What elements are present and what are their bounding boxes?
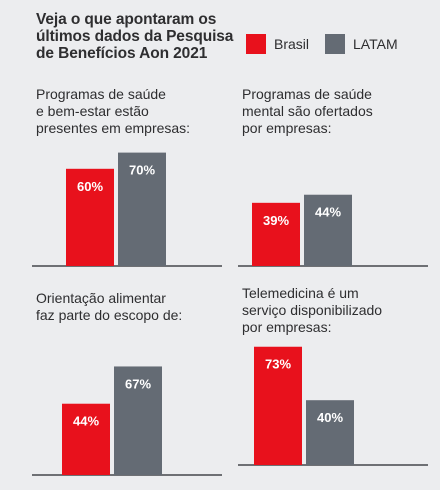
bar-chart: 44% 67% (32, 366, 222, 476)
bar-brasil (66, 168, 114, 266)
data-label-latam: 70% (129, 163, 155, 178)
chart-panel-orientacao-alimentar: Orientação alimentar faz parte do escopo… (32, 290, 222, 490)
data-label-brasil: 39% (263, 213, 289, 228)
legend-item-brasil: Brasil (246, 34, 309, 54)
chart-title: Orientação alimentar faz parte do escopo… (36, 290, 183, 323)
data-label-latam: 44% (315, 205, 341, 220)
chart-title: Programas de saúde mental são ofertados … (242, 86, 373, 136)
bar-latam (306, 400, 354, 465)
chart-panel-telemedicina: Telemedicina é um serviço disponibilizad… (238, 285, 428, 485)
bar-chart: 60% 70% (32, 152, 222, 267)
bar-chart: 73% 40% (238, 346, 428, 466)
legend-swatch-latam (325, 34, 346, 54)
bar-latam (118, 152, 166, 266)
data-label-brasil: 73% (265, 357, 291, 372)
data-label-latam: 40% (317, 410, 343, 425)
legend-swatch-brasil (246, 34, 266, 54)
bar-brasil (254, 346, 302, 465)
data-label-brasil: 60% (77, 179, 103, 194)
chart-title: Programas de saúde e bem-estar estão pre… (36, 86, 191, 136)
chart-panel-saude-mental: Programas de saúde mental são ofertados … (238, 86, 428, 286)
page-title: Veja o que apontaram os últimos dados da… (36, 11, 234, 62)
bar-chart: 39% 44% (238, 194, 428, 267)
bar-latam (304, 194, 352, 266)
chart-legend: Brasil LATAM (246, 34, 414, 54)
legend-item-latam: LATAM (325, 34, 398, 54)
chart-panel-saude-bem-estar: Programas de saúde e bem-estar estão pre… (32, 86, 222, 286)
data-label-latam: 67% (125, 376, 151, 391)
bar-brasil (252, 202, 300, 266)
data-label-brasil: 44% (73, 414, 99, 429)
legend-label-latam: LATAM (353, 36, 398, 52)
chart-title: Telemedicina é um serviço disponibilizad… (242, 285, 383, 335)
legend-label-brasil: Brasil (274, 36, 310, 52)
bar-latam (114, 366, 162, 475)
bar-brasil (62, 403, 110, 475)
